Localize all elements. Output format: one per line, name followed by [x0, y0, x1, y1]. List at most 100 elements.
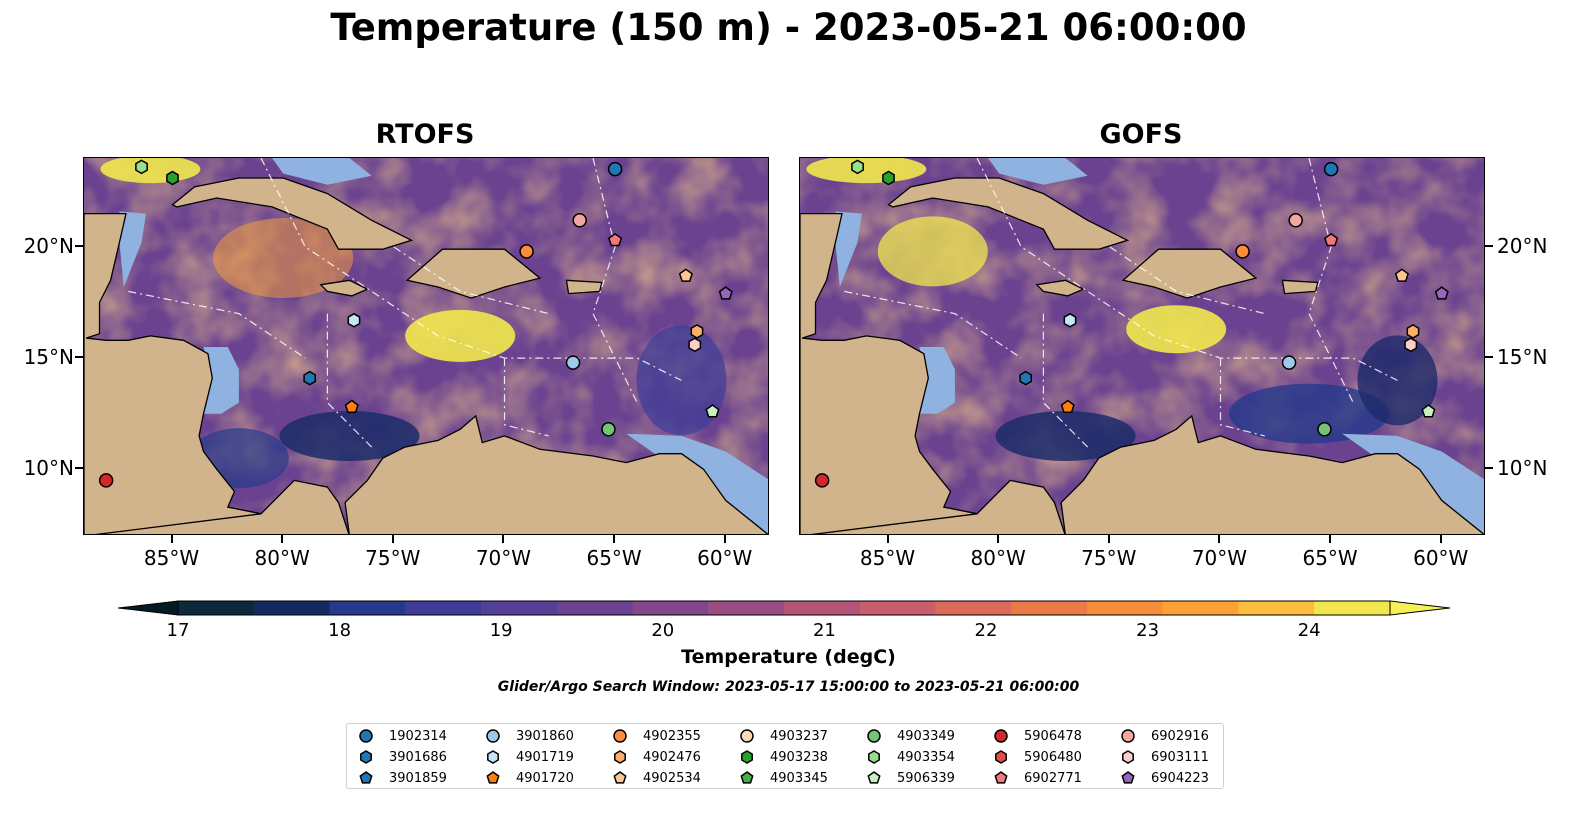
legend-marker-icon — [867, 729, 881, 743]
colorbar-tick-label: 21 — [812, 620, 836, 641]
legend-marker-icon — [359, 771, 373, 784]
float-marker — [1406, 324, 1420, 339]
lon-tick-mark — [723, 535, 726, 543]
legend-item: 4903237 — [738, 726, 828, 746]
legend-marker — [994, 771, 1008, 784]
legend-label: 4903238 — [770, 749, 828, 765]
legend-label: 3901860 — [516, 728, 574, 744]
lon-tick-mark — [1329, 535, 1332, 543]
lat-tick-label-right: 15°N — [1497, 345, 1548, 370]
float-marker — [851, 159, 864, 175]
legend-label: 6904223 — [1151, 770, 1209, 786]
temperature-anomaly — [279, 410, 420, 461]
lat-tick-label-right: 20°N — [1497, 233, 1548, 258]
legend-marker — [1121, 729, 1135, 743]
gofs-map — [800, 158, 1484, 534]
colorbar-segment — [1162, 601, 1239, 615]
legend-marker-icon — [614, 750, 626, 764]
legend-marker-icon — [359, 729, 373, 743]
legend-item: 6903111 — [1119, 747, 1209, 767]
colorbar-segment — [859, 601, 936, 615]
legend-marker — [359, 771, 373, 784]
legend-marker — [868, 750, 880, 764]
float-marker — [344, 399, 359, 414]
legend-marker-icon — [1121, 771, 1135, 784]
float-marker — [1235, 244, 1250, 259]
legend-marker — [359, 729, 373, 743]
lon-tick-label: 80°W — [254, 546, 310, 570]
legend-marker — [614, 750, 626, 764]
legend-marker-icon — [867, 771, 881, 784]
colorbar-segment — [556, 601, 633, 615]
legend-item: 5906480 — [992, 747, 1082, 767]
float-marker — [303, 370, 317, 386]
rtofs-map-panel[interactable] — [83, 157, 769, 535]
lon-tick-mark — [1218, 535, 1221, 543]
temperature-anomaly — [995, 410, 1136, 461]
float-marker — [519, 244, 534, 259]
lon-tick-label: 65°W — [586, 546, 642, 570]
legend-marker-icon — [868, 750, 880, 764]
legend-item: 5906339 — [865, 768, 955, 788]
legend-label: 4903237 — [770, 728, 828, 744]
colorbar-segment — [1087, 601, 1164, 615]
lon-tick-mark — [886, 535, 889, 543]
float-marker — [1394, 268, 1409, 282]
legend-marker — [1121, 771, 1135, 784]
float-marker — [1317, 422, 1332, 437]
float-marker — [1421, 404, 1436, 418]
gofs-map-panel[interactable] — [799, 157, 1485, 535]
temperature-anomaly — [405, 309, 516, 362]
legend-item: 4901719 — [484, 747, 574, 767]
float-marker — [601, 422, 616, 437]
float-marker — [347, 312, 361, 328]
legend-item: 6902916 — [1119, 726, 1209, 746]
lon-tick-mark — [281, 535, 284, 543]
lat-tick-label-left: 10°N — [23, 456, 74, 481]
float-legend: 1902314 3901686 3901859 3901860 4901719 49017… — [346, 723, 1224, 789]
legend-item: 6902771 — [992, 768, 1082, 788]
colorbar-extend-high — [1389, 600, 1451, 616]
lat-tick-mark — [1485, 356, 1493, 359]
float-marker — [1281, 355, 1297, 370]
lon-tick-label: 80°W — [970, 546, 1026, 570]
lon-tick-mark — [502, 535, 505, 543]
legend-label: 5906480 — [1024, 749, 1082, 765]
float-marker — [1288, 213, 1303, 228]
colorbar-segment — [1011, 601, 1088, 615]
legend-marker-icon — [1122, 750, 1134, 764]
float-marker — [1434, 286, 1449, 300]
legend-label: 6902771 — [1024, 770, 1082, 786]
colorbar-tick-label: 20 — [651, 620, 675, 641]
float-marker — [690, 324, 704, 339]
legend-marker — [995, 750, 1007, 764]
legend-item: 4901720 — [484, 768, 574, 788]
legend-marker-icon — [994, 729, 1008, 743]
colorbar-segment — [329, 601, 406, 615]
lat-tick-mark — [1485, 244, 1493, 247]
eez-boundaries — [844, 158, 1398, 448]
legend-label: 1902314 — [389, 728, 447, 744]
legend-item: 1902314 — [357, 726, 447, 746]
legend-label: 4901719 — [516, 749, 574, 765]
legend-marker — [994, 729, 1008, 743]
colorbar-segment — [405, 601, 482, 615]
colorbar-segment — [481, 601, 558, 615]
colorbar-segment — [784, 601, 861, 615]
legend-marker-icon — [360, 750, 372, 764]
colorbar-segment — [935, 601, 1012, 615]
colorbar-tick-label: 17 — [166, 620, 190, 641]
lat-tick-mark — [75, 467, 83, 470]
lon-tick-label: 70°W — [475, 546, 532, 570]
legend-marker — [613, 729, 627, 743]
temperature-anomaly — [1126, 305, 1227, 354]
colorbar-segment — [708, 601, 785, 615]
lat-tick-mark — [75, 244, 83, 247]
legend-marker — [740, 729, 754, 743]
legend-item: 4902355 — [611, 726, 701, 746]
colorbar-segment — [1238, 601, 1315, 615]
legend-marker-icon — [1121, 729, 1135, 743]
lon-tick-mark — [1107, 535, 1110, 543]
legend-label: 6902916 — [1151, 728, 1209, 744]
legend-label: 4903345 — [770, 770, 828, 786]
